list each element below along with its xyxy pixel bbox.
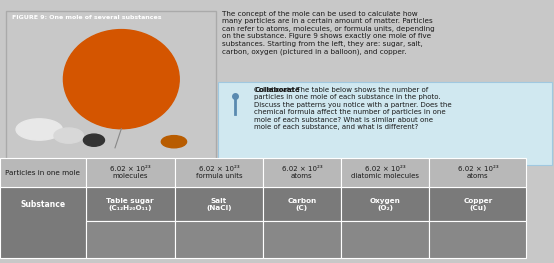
Bar: [429, 158, 526, 187]
Text: Table sugar
(C₁₂H₂₀O₁₁): Table sugar (C₁₂H₂₀O₁₁): [106, 198, 154, 211]
Text: Substance: Substance: [20, 200, 65, 209]
Text: Collaborate The table below shows the number of
particles in one mole of each su: Collaborate The table below shows the nu…: [254, 87, 452, 130]
Bar: [429, 187, 526, 221]
Bar: [0, 158, 86, 187]
Ellipse shape: [64, 30, 179, 129]
Text: 6.02 × 10²³
atoms: 6.02 × 10²³ atoms: [281, 166, 322, 179]
Bar: [341, 221, 429, 258]
Text: Copper
(Cu): Copper (Cu): [463, 198, 493, 211]
Ellipse shape: [16, 119, 63, 140]
Bar: [0, 187, 86, 221]
Bar: [429, 221, 526, 258]
Text: 6.02 × 10²³
molecules: 6.02 × 10²³ molecules: [110, 166, 151, 179]
Text: FIGURE 9: One mole of several substances: FIGURE 9: One mole of several substances: [12, 15, 161, 20]
Text: Collaborate: Collaborate: [254, 87, 300, 93]
Ellipse shape: [161, 136, 187, 148]
Text: Oxygen
(O₂): Oxygen (O₂): [370, 198, 401, 211]
FancyBboxPatch shape: [218, 82, 552, 165]
Text: Salt
(NaCl): Salt (NaCl): [206, 198, 232, 211]
Text: The concept of the mole can be used to calculate how
many particles are in a cer: The concept of the mole can be used to c…: [222, 11, 434, 54]
Bar: [86, 221, 175, 258]
Bar: [0, 187, 86, 258]
Bar: [263, 221, 341, 258]
Bar: [86, 158, 175, 187]
Bar: [175, 158, 263, 187]
Bar: [341, 187, 429, 221]
Bar: [341, 158, 429, 187]
Ellipse shape: [84, 134, 105, 146]
Bar: [86, 187, 175, 221]
Bar: [175, 221, 263, 258]
Bar: [175, 187, 263, 221]
Text: 6.02 × 10²³
formula units: 6.02 × 10²³ formula units: [196, 166, 242, 179]
Text: Particles in one mole: Particles in one mole: [6, 170, 80, 175]
Bar: [263, 158, 341, 187]
Text: 6.02 × 10²³
atoms: 6.02 × 10²³ atoms: [458, 166, 498, 179]
Bar: [263, 187, 341, 221]
Text: Carbon
(C): Carbon (C): [288, 198, 316, 211]
Ellipse shape: [54, 128, 84, 143]
Text: 6.02 × 10²³
diatomic molecules: 6.02 × 10²³ diatomic molecules: [351, 166, 419, 179]
